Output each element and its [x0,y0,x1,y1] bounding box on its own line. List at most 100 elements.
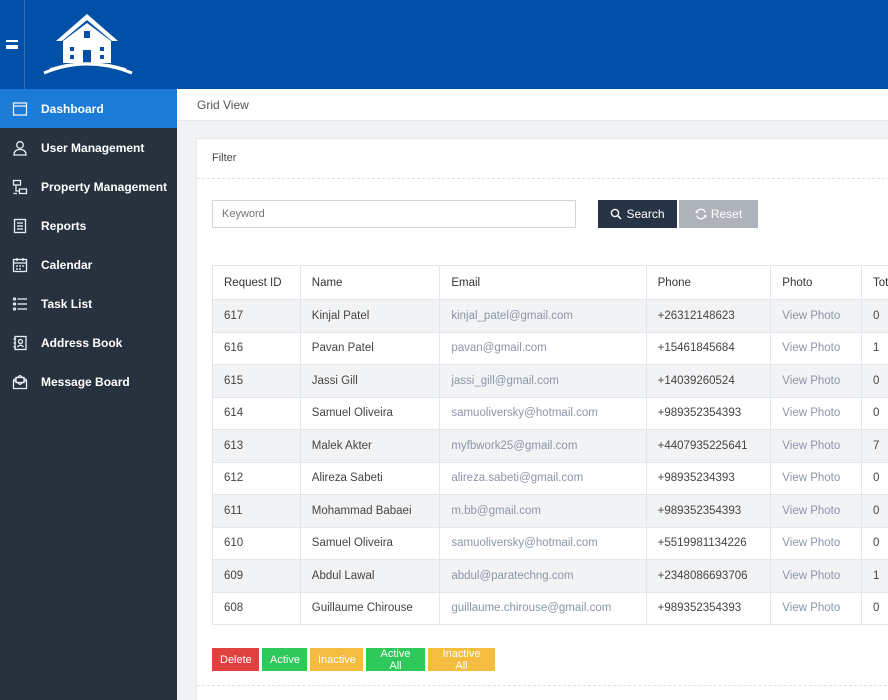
table-row[interactable]: 611 Mohammad Babaei m.bb@gmail.com +9893… [212,494,888,528]
sidebar-item-address-book[interactable]: Address Book [0,323,177,362]
total-cell: 0 [861,396,888,430]
name-cell: Samuel Oliveira [299,396,441,430]
total-cell: 0 [861,299,888,333]
total-cell: 0 [861,364,888,398]
sitemap-icon [11,178,28,195]
sidebar-item-label: Property Management [41,179,168,194]
request-id-cell: 611 [212,494,301,528]
email-cell[interactable]: pavan@gmail.com [439,331,647,365]
table-row[interactable]: 609 Abdul Lawal abdul@paratechng.com +23… [212,559,888,593]
table-header-row: Request ID Name Email Phone Photo Tot [212,265,888,300]
email-cell[interactable]: alireza.sabeti@gmail.com [439,461,647,495]
refresh-icon [695,208,707,220]
active-all-button[interactable]: Active All [366,648,425,672]
sidebar-item-label: User Management [41,140,145,155]
column-header-request-id[interactable]: Request ID [212,265,301,300]
view-photo-link[interactable]: View Photo [770,396,862,430]
name-cell: Pavan Patel [299,331,441,365]
column-header-email[interactable]: Email [439,265,647,300]
email-cell[interactable]: samuoliversky@hotmail.com [439,526,647,560]
request-id-cell: 617 [212,299,301,333]
sidebar-item-dashboard[interactable]: Dashboard [0,89,177,128]
column-header-name[interactable]: Name [299,265,441,300]
view-photo-link[interactable]: View Photo [770,429,862,463]
total-cell: 0 [861,526,888,560]
view-photo-link[interactable]: View Photo [770,591,862,625]
active-button[interactable]: Active [262,648,307,671]
view-photo-link[interactable]: View Photo [770,494,862,528]
view-photo-link[interactable]: View Photo [770,461,862,495]
email-cell[interactable]: abdul@paratechng.com [439,559,647,593]
view-photo-link[interactable]: View Photo [770,299,862,333]
house-logo[interactable] [40,13,135,77]
view-photo-link[interactable]: View Photo [770,559,862,593]
total-cell: 0 [861,461,888,495]
total-cell: 1 [861,331,888,365]
view-photo-link[interactable]: View Photo [770,331,862,365]
sidebar-item-property-management[interactable]: Property Management [0,167,177,206]
table-row[interactable]: 612 Alireza Sabeti alireza.sabeti@gmail.… [212,461,888,495]
total-cell: 7 [861,429,888,463]
menu-toggle-button[interactable] [0,0,25,89]
card-footer-divider [197,685,888,686]
phone-cell: +4407935225641 [645,429,772,463]
table-row[interactable]: 608 Guillaume Chirouse guillaume.chirous… [212,591,888,625]
name-cell: Kinjal Patel [299,299,441,333]
reset-button-label: Reset [710,207,743,221]
email-cell[interactable]: m.bb@gmail.com [439,494,647,528]
phone-cell: +5519981134226 [645,526,772,560]
requests-table-wrapper: Request ID Name Email Phone Photo Tot 61… [212,265,888,625]
phone-cell: +2348086693706 [645,559,772,593]
request-id-cell: 610 [212,526,301,560]
keyword-input[interactable] [212,200,576,228]
phone-cell: +989352354393 [645,494,772,528]
email-cell[interactable]: guillaume.chirouse@gmail.com [439,591,647,625]
list-icon [11,295,28,312]
search-button-label: Search [626,207,665,221]
view-photo-link[interactable]: View Photo [770,364,862,398]
name-cell: Abdul Lawal [299,559,441,593]
phone-cell: +989352354393 [645,591,772,625]
sidebar-item-reports[interactable]: Reports [0,206,177,245]
sidebar-item-message-board[interactable]: Message Board [0,362,177,401]
phone-cell: +26312148623 [645,299,772,333]
delete-button[interactable]: Delete [212,648,259,671]
phone-cell: +15461845684 [645,331,772,365]
total-cell: 0 [861,591,888,625]
request-id-cell: 615 [212,364,301,398]
inactive-all-button[interactable]: Inactive All [428,648,495,672]
sidebar-item-label: Dashboard [41,101,104,116]
top-bar [0,0,888,89]
column-header-photo[interactable]: Photo [770,265,862,300]
email-cell[interactable]: samuoliversky@hotmail.com [439,396,647,430]
hamburger-icon [6,40,18,49]
table-row[interactable]: 614 Samuel Oliveira samuoliversky@hotmai… [212,396,888,430]
column-header-phone[interactable]: Phone [645,265,772,300]
inactive-button[interactable]: Inactive [310,648,363,671]
requests-table: Request ID Name Email Phone Photo Tot 61… [212,265,888,625]
email-cell[interactable]: kinjal_patel@gmail.com [439,299,647,333]
table-row[interactable]: 613 Malek Akter myfbwork25@gmail.com +44… [212,429,888,463]
sidebar-item-label: Message Board [41,374,130,389]
sidebar-item-label: Calendar [41,257,93,272]
table-row[interactable]: 616 Pavan Patel pavan@gmail.com +1546184… [212,331,888,365]
sidebar-item-task-list[interactable]: Task List [0,284,177,323]
sidebar-item-label: Reports [41,218,87,233]
phone-cell: +98935234393 [645,461,772,495]
search-button[interactable]: Search [598,200,677,228]
sidebar-item-calendar[interactable]: Calendar [0,245,177,284]
name-cell: Alireza Sabeti [299,461,441,495]
reset-button[interactable]: Reset [679,200,758,228]
table-row[interactable]: 610 Samuel Oliveira samuoliversky@hotmai… [212,526,888,560]
table-row[interactable]: 617 Kinjal Patel kinjal_patel@gmail.com … [212,299,888,333]
request-id-cell: 608 [212,591,301,625]
address-book-icon [11,334,28,351]
email-cell[interactable]: jassi_gill@gmail.com [439,364,647,398]
email-cell[interactable]: myfbwork25@gmail.com [439,429,647,463]
column-header-total[interactable]: Tot [861,265,888,300]
table-row[interactable]: 615 Jassi Gill jassi_gill@gmail.com +140… [212,364,888,398]
sidebar-item-label: Task List [41,296,93,311]
sidebar-item-user-management[interactable]: User Management [0,128,177,167]
view-photo-link[interactable]: View Photo [770,526,862,560]
phone-cell: +989352354393 [645,396,772,430]
